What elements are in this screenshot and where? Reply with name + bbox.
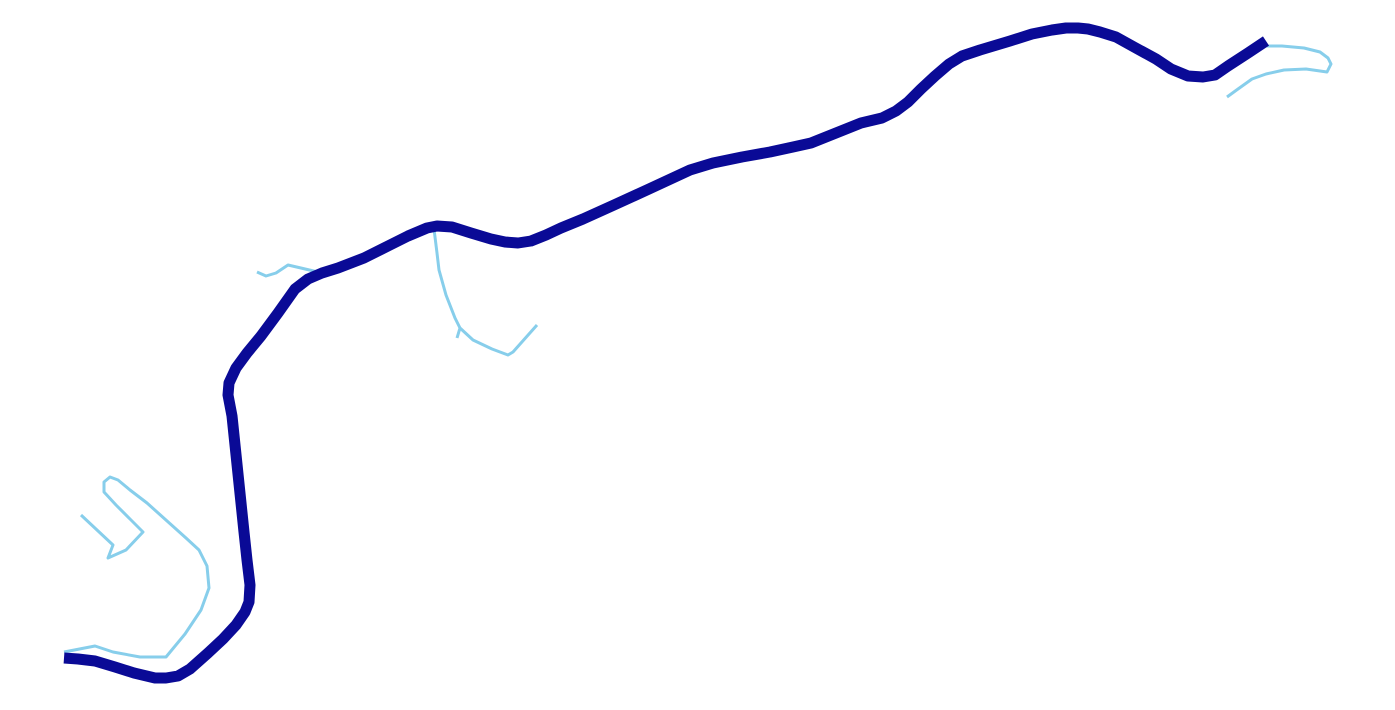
tributary-central-spur bbox=[455, 327, 462, 339]
tributaries-layer bbox=[63, 44, 1333, 659]
tributary-northeast-loop bbox=[1226, 44, 1333, 99]
tributary-west-stub bbox=[256, 263, 319, 278]
main-river bbox=[63, 22, 1270, 684]
main-river-layer bbox=[63, 22, 1270, 684]
tributary-southwest-loop bbox=[63, 475, 211, 659]
